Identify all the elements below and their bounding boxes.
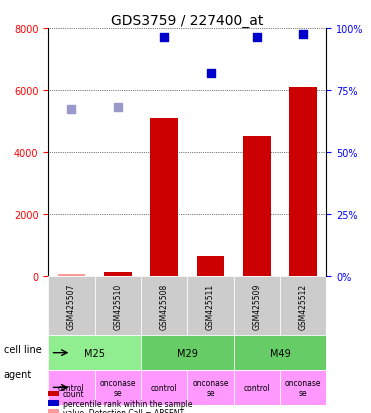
Point [69, 106, 75, 113]
FancyBboxPatch shape [280, 276, 326, 335]
Title: GDS3759 / 227400_at: GDS3759 / 227400_at [111, 14, 263, 28]
Text: control: control [151, 383, 178, 392]
Text: GSM425511: GSM425511 [206, 283, 215, 329]
Point [301, 32, 306, 38]
FancyBboxPatch shape [234, 335, 326, 370]
Text: percentile rank within the sample: percentile rank within the sample [63, 399, 193, 408]
FancyBboxPatch shape [280, 370, 326, 405]
FancyBboxPatch shape [141, 370, 187, 405]
Text: onconase
se: onconase se [285, 378, 322, 397]
Point [115, 104, 121, 111]
Text: control: control [243, 383, 270, 392]
Bar [197, 256, 224, 276]
Text: M49: M49 [270, 348, 290, 358]
Text: onconase
se: onconase se [99, 378, 136, 397]
Point [208, 71, 214, 77]
FancyBboxPatch shape [187, 276, 234, 335]
Text: GSM425512: GSM425512 [299, 283, 308, 329]
FancyBboxPatch shape [187, 370, 234, 405]
Text: count: count [63, 389, 85, 399]
Text: GSM425507: GSM425507 [67, 283, 76, 329]
Bar [58, 274, 85, 276]
Text: value, Detection Call = ABSENT: value, Detection Call = ABSENT [63, 408, 184, 413]
Text: GSM425509: GSM425509 [252, 283, 262, 329]
FancyBboxPatch shape [141, 276, 187, 335]
Bar [104, 273, 132, 276]
Text: GSM425508: GSM425508 [160, 283, 169, 329]
Bar [150, 119, 178, 276]
Text: agent: agent [4, 369, 32, 379]
FancyBboxPatch shape [95, 370, 141, 405]
Text: M29: M29 [177, 348, 198, 358]
Text: onconase
se: onconase se [192, 378, 229, 397]
FancyBboxPatch shape [48, 370, 95, 405]
Text: GSM425510: GSM425510 [113, 283, 122, 329]
Text: cell line: cell line [4, 344, 42, 354]
Bar [289, 88, 317, 276]
FancyBboxPatch shape [141, 335, 234, 370]
Point [254, 35, 260, 41]
FancyBboxPatch shape [234, 370, 280, 405]
FancyBboxPatch shape [48, 276, 95, 335]
Text: M25: M25 [84, 348, 105, 358]
Point [161, 35, 167, 41]
FancyBboxPatch shape [95, 276, 141, 335]
FancyBboxPatch shape [48, 335, 141, 370]
Text: control: control [58, 383, 85, 392]
FancyBboxPatch shape [234, 276, 280, 335]
Bar [243, 137, 271, 276]
